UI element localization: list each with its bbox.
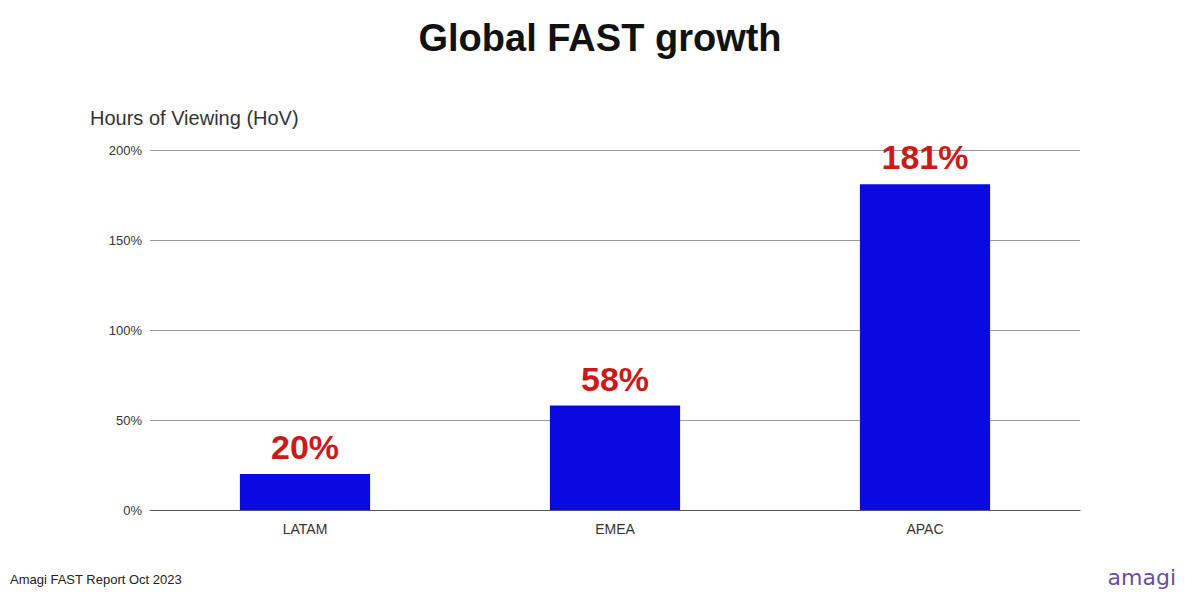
svg-text:100%: 100% [109,323,143,338]
svg-text:Amagi FAST Report Oct 2023: Amagi FAST Report Oct 2023 [10,572,182,587]
svg-text:Hours of Viewing (HoV): Hours of Viewing (HoV) [90,107,299,129]
svg-text:150%: 150% [109,233,143,248]
svg-text:181%: 181% [882,138,969,176]
svg-text:58%: 58% [581,360,649,398]
svg-text:EMEA: EMEA [595,521,635,537]
svg-text:LATAM: LATAM [283,521,328,537]
svg-text:200%: 200% [109,143,143,158]
svg-text:Global FAST growth: Global FAST growth [418,17,781,59]
svg-text:amagi: amagi [1108,565,1176,590]
svg-text:50%: 50% [116,413,142,428]
svg-text:0%: 0% [123,503,142,518]
svg-text:20%: 20% [271,428,339,466]
svg-text:APAC: APAC [906,521,943,537]
